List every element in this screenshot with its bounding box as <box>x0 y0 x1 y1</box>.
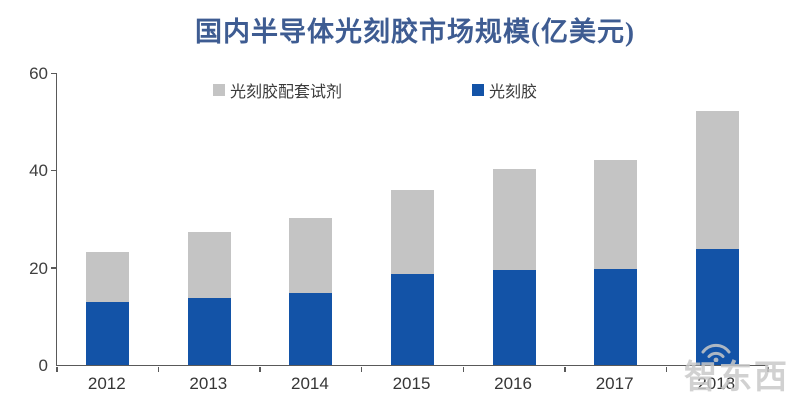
x-axis-tick <box>259 367 261 372</box>
x-axis-tick-label: 2013 <box>189 374 228 393</box>
x-axis-tick <box>462 367 465 372</box>
y-axis-tick-label: 20 <box>29 258 48 278</box>
y-axis-tick-label: 40 <box>29 161 48 181</box>
bar-segment-photoresist <box>187 298 231 365</box>
x-axis-tick <box>665 367 668 372</box>
legend-label: 光刻胶配套试剂 <box>230 84 343 101</box>
bar-segment-reagent <box>187 232 231 299</box>
legend-swatch-icon <box>213 84 225 96</box>
legend-item: 光刻胶 <box>472 78 537 102</box>
bar-2016 <box>492 168 536 365</box>
x-axis-tick-label: 2012 <box>87 374 126 393</box>
y-axis-tick <box>51 267 57 269</box>
bar-segment-reagent <box>492 168 536 270</box>
plot-area <box>51 72 769 372</box>
legend-swatch-icon <box>472 84 485 96</box>
chart-legend: 光刻胶配套试剂 光刻胶 <box>213 78 537 102</box>
bar-segment-reagent <box>86 252 130 302</box>
bar-segment-photoresist <box>695 249 739 365</box>
bar-segment-photoresist <box>86 301 130 365</box>
x-axis-tick-label: 2018 <box>697 374 736 393</box>
bar-segment-photoresist <box>289 292 333 365</box>
x-axis-tick <box>360 367 363 372</box>
y-axis-tick-label: 60 <box>29 64 48 83</box>
bar-2017 <box>594 160 638 365</box>
bar-segment-reagent <box>391 189 434 274</box>
bar-2012 <box>86 252 130 365</box>
y-axis-tick-label: 0 <box>38 356 48 375</box>
x-axis-tick <box>56 367 58 372</box>
x-axis-tick-label: 2017 <box>595 374 634 393</box>
x-axis-tick-label: 2014 <box>291 374 329 393</box>
bar-2015 <box>391 189 434 365</box>
bar-segment-photoresist <box>594 269 638 365</box>
bar-2013 <box>187 232 231 365</box>
x-axis-tick-label: 2015 <box>392 374 431 393</box>
bar-segment-photoresist <box>492 269 536 365</box>
y-axis-tick <box>51 72 57 74</box>
y-axis-tick <box>51 169 57 172</box>
bar-segment-reagent <box>594 160 638 270</box>
bar-segment-reagent <box>695 110 739 250</box>
bar-2014 <box>289 218 333 365</box>
x-axis-tick <box>564 367 566 372</box>
x-axis-tick-label: 2016 <box>494 374 532 393</box>
bar-segment-reagent <box>289 218 333 293</box>
legend-item: 光刻胶配套试剂 <box>213 78 342 102</box>
legend-label: 光刻胶 <box>489 84 538 101</box>
bar-segment-photoresist <box>391 274 434 365</box>
x-axis-tick <box>157 367 160 372</box>
bar-2018 <box>695 110 739 365</box>
x-axis-tick <box>767 367 769 372</box>
chart-title: 国内半导体光刻胶市场规模(亿美元) <box>195 17 635 47</box>
